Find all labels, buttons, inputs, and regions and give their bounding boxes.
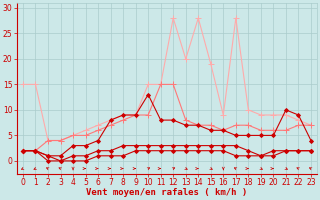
- X-axis label: Vent moyen/en rafales ( km/h ): Vent moyen/en rafales ( km/h ): [86, 188, 248, 197]
